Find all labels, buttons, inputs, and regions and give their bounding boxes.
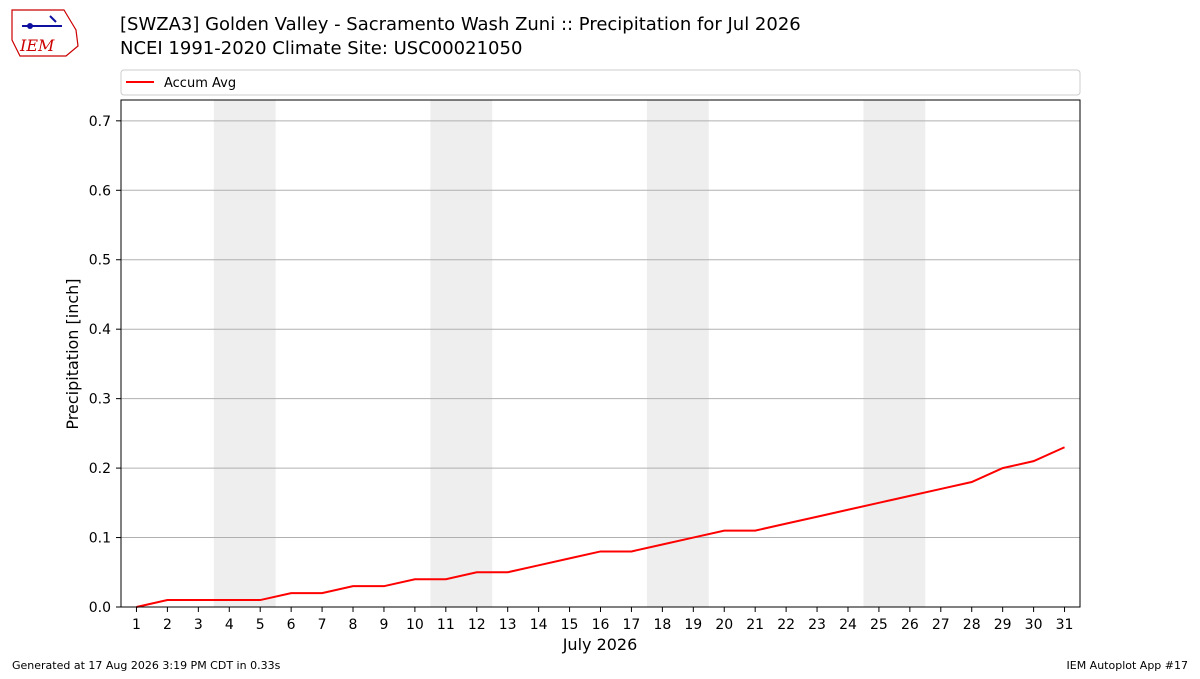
x-tick-label: 1 [132, 617, 141, 633]
x-tick-label: 25 [870, 617, 888, 633]
x-tick-label: 29 [994, 617, 1012, 633]
series-line [136, 446, 1065, 608]
logo-text: IEM [19, 36, 55, 55]
x-tick-label: 19 [684, 617, 702, 633]
weekend-shade [213, 100, 276, 607]
y-tick-label: 0.6 [89, 183, 111, 199]
x-tick-label: 9 [379, 617, 388, 633]
chart-subtitle: NCEI 1991-2020 Climate Site: USC00021050 [120, 38, 522, 59]
y-tick-label: 0.0 [89, 600, 111, 616]
x-tick-label: 22 [777, 617, 795, 633]
weekend-shade [430, 100, 493, 607]
x-tick-label: 3 [194, 617, 203, 633]
x-tick-label: 11 [437, 617, 455, 633]
y-tick-label: 0.5 [89, 253, 111, 269]
x-tick-label: 24 [839, 617, 857, 633]
y-tick-label: 0.7 [89, 114, 111, 130]
footer-right: IEM Autoplot App #17 [1067, 659, 1189, 672]
plot-area [121, 100, 1080, 608]
chart-title: [SWZA3] Golden Valley - Sacramento Wash … [120, 14, 801, 35]
legend-label: Accum Avg [164, 76, 236, 91]
x-tick-label: 13 [499, 617, 517, 633]
x-tick-label: 30 [1025, 617, 1043, 633]
x-tick-label: 15 [561, 617, 579, 633]
y-axis-label: Precipitation [inch] [63, 278, 82, 429]
x-tick-label: 2 [163, 617, 172, 633]
weekend-shade [863, 100, 926, 607]
x-tick-label: 14 [530, 617, 548, 633]
x-tick-label: 28 [963, 617, 981, 633]
x-tick-label: 10 [406, 617, 424, 633]
x-tick-label: 6 [287, 617, 296, 633]
x-tick-label: 12 [468, 617, 486, 633]
logo: IEM [11, 9, 79, 57]
x-tick-label: 7 [318, 617, 327, 633]
x-tick-label: 20 [715, 617, 733, 633]
weekend-shade [646, 100, 709, 607]
x-tick-label: 8 [349, 617, 358, 633]
y-tick-label: 0.4 [89, 322, 111, 338]
x-tick-label: 27 [932, 617, 950, 633]
y-tick-label: 0.1 [89, 531, 111, 547]
plot-frame [120, 99, 1081, 608]
x-tick-label: 23 [808, 617, 826, 633]
x-axis-label: July 2026 [562, 635, 638, 654]
x-tick-label: 4 [225, 617, 234, 633]
y-tick-label: 0.2 [89, 461, 111, 477]
x-tick-label: 21 [746, 617, 764, 633]
x-tick-label: 16 [592, 617, 610, 633]
x-tick-label: 17 [623, 617, 641, 633]
x-tick-label: 5 [256, 617, 265, 633]
footer-left: Generated at 17 Aug 2026 3:19 PM CDT in … [12, 659, 281, 672]
y-tick-label: 0.3 [89, 392, 111, 408]
x-tick-label: 18 [653, 617, 671, 633]
x-tick-label: 31 [1056, 617, 1074, 633]
legend [120, 69, 1081, 96]
x-tick-label: 26 [901, 617, 919, 633]
